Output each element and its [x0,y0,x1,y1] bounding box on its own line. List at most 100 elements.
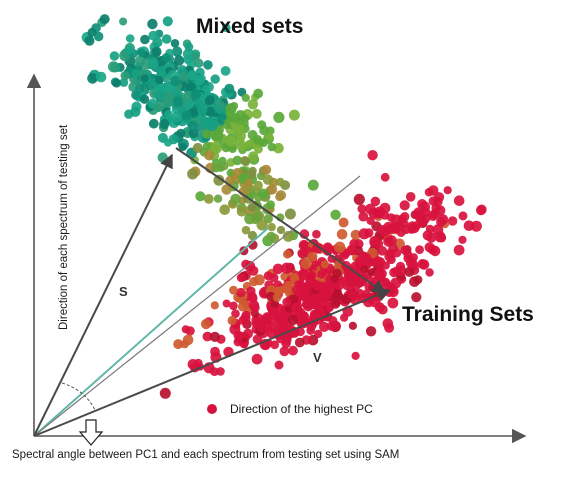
training-set-point [429,209,440,220]
training-set-point [404,266,415,277]
training-set-point [288,345,298,356]
training-set-point [365,326,377,337]
mixed-set-point [95,71,107,83]
mixed-set-point [139,94,150,104]
training-set-point [275,312,286,323]
training-set-point [331,299,341,309]
training-set-point [340,313,349,322]
transition-point [211,163,221,173]
mixed-set-point [120,71,130,81]
v-vector-arrow [33,288,392,437]
training-set-point [470,220,482,232]
mixed-set-point [147,18,158,30]
mixed-set-point [253,88,264,99]
mixed-set-point [125,34,135,43]
transition-point [220,162,229,171]
training-set-point [233,330,243,340]
mixed-set-point [164,84,174,93]
training-set-point [210,301,219,310]
mixed-set-point [265,132,274,141]
training-set-point [387,286,399,298]
transition-point [225,175,236,186]
mixed-set-point [179,72,189,82]
mixed-set-point [188,128,199,139]
training-set-point [436,216,447,227]
training-set-point [367,150,378,161]
training-set-point [447,216,458,226]
mixed-set-point [205,106,216,117]
training-set-point [415,245,424,255]
training-set-point [336,229,348,240]
mixed-set-point [236,124,245,133]
training-set-point [343,268,352,278]
training-set-point [358,228,370,240]
training-set-point [390,277,402,289]
training-set-point [413,209,425,221]
mixed-set-point [197,104,208,115]
transition-point [202,129,212,139]
training-set-point [243,328,253,339]
v-vector-label: V [313,350,322,365]
transition-point [213,194,223,203]
mixed-set-point [108,61,120,73]
mixed-set-point [288,109,300,121]
training-set-point [332,290,343,301]
mixed-set-point [151,46,162,57]
training-set-point [274,286,283,295]
mixed-set-point [254,144,263,154]
training-set-point [379,226,390,237]
mixed-set-point [247,99,259,110]
mixed-set-point [87,27,97,37]
training-set-point [229,301,238,311]
mixed-set-point [99,14,110,25]
training-set-point [353,193,365,205]
mixed-set-point [225,136,237,147]
training-set-point [384,251,395,262]
mixed-set-point [236,141,247,152]
mixed-set-point [171,112,183,123]
training-set-point [272,293,282,302]
transition-point [204,150,215,161]
training-set-point [314,306,326,318]
training-set-point [392,266,401,276]
mixed-set-point [210,74,220,84]
training-set-point [209,331,220,342]
training-set-point [283,249,292,259]
transition-point [244,178,253,188]
mixed-set-point [159,119,170,130]
x-axis-label: Spectral angle between PC1 and each spec… [12,449,400,461]
mixed-set-point [170,39,180,48]
mixed-set-point [187,70,198,81]
training-set-point [210,367,219,376]
training-set-point [381,261,390,270]
mixed-set-point [161,53,171,63]
training-set-point [291,302,302,313]
transition-point [250,215,260,225]
training-sets-points [159,150,487,399]
transition-point [247,170,257,180]
mixed-set-point [183,54,193,65]
mixed-set-point [203,60,213,70]
training-set-point [299,241,309,250]
training-set-point [227,315,237,326]
mixed-set-point [109,51,120,61]
transition-point [261,164,272,175]
down-arrow-icon [78,419,104,446]
training-set-point [236,273,246,283]
mixed-set-point [187,120,198,131]
s-vector-arrow [33,153,173,437]
mixed-set-point [168,134,179,145]
s-vector-label: S [119,284,128,299]
training-set-point [405,192,416,202]
training-set-point [453,195,465,206]
training-set-point [351,351,360,360]
training-set-point [263,271,273,281]
mixed-set-point [206,120,218,131]
mixed-set-point [87,73,98,84]
training-set-point [424,242,435,253]
mixed-set-point [137,48,146,58]
mixed-set-point [155,75,164,85]
training-set-point [319,294,330,304]
training-sets-title: Training Sets [402,303,534,326]
mixed-set-point [248,151,259,162]
